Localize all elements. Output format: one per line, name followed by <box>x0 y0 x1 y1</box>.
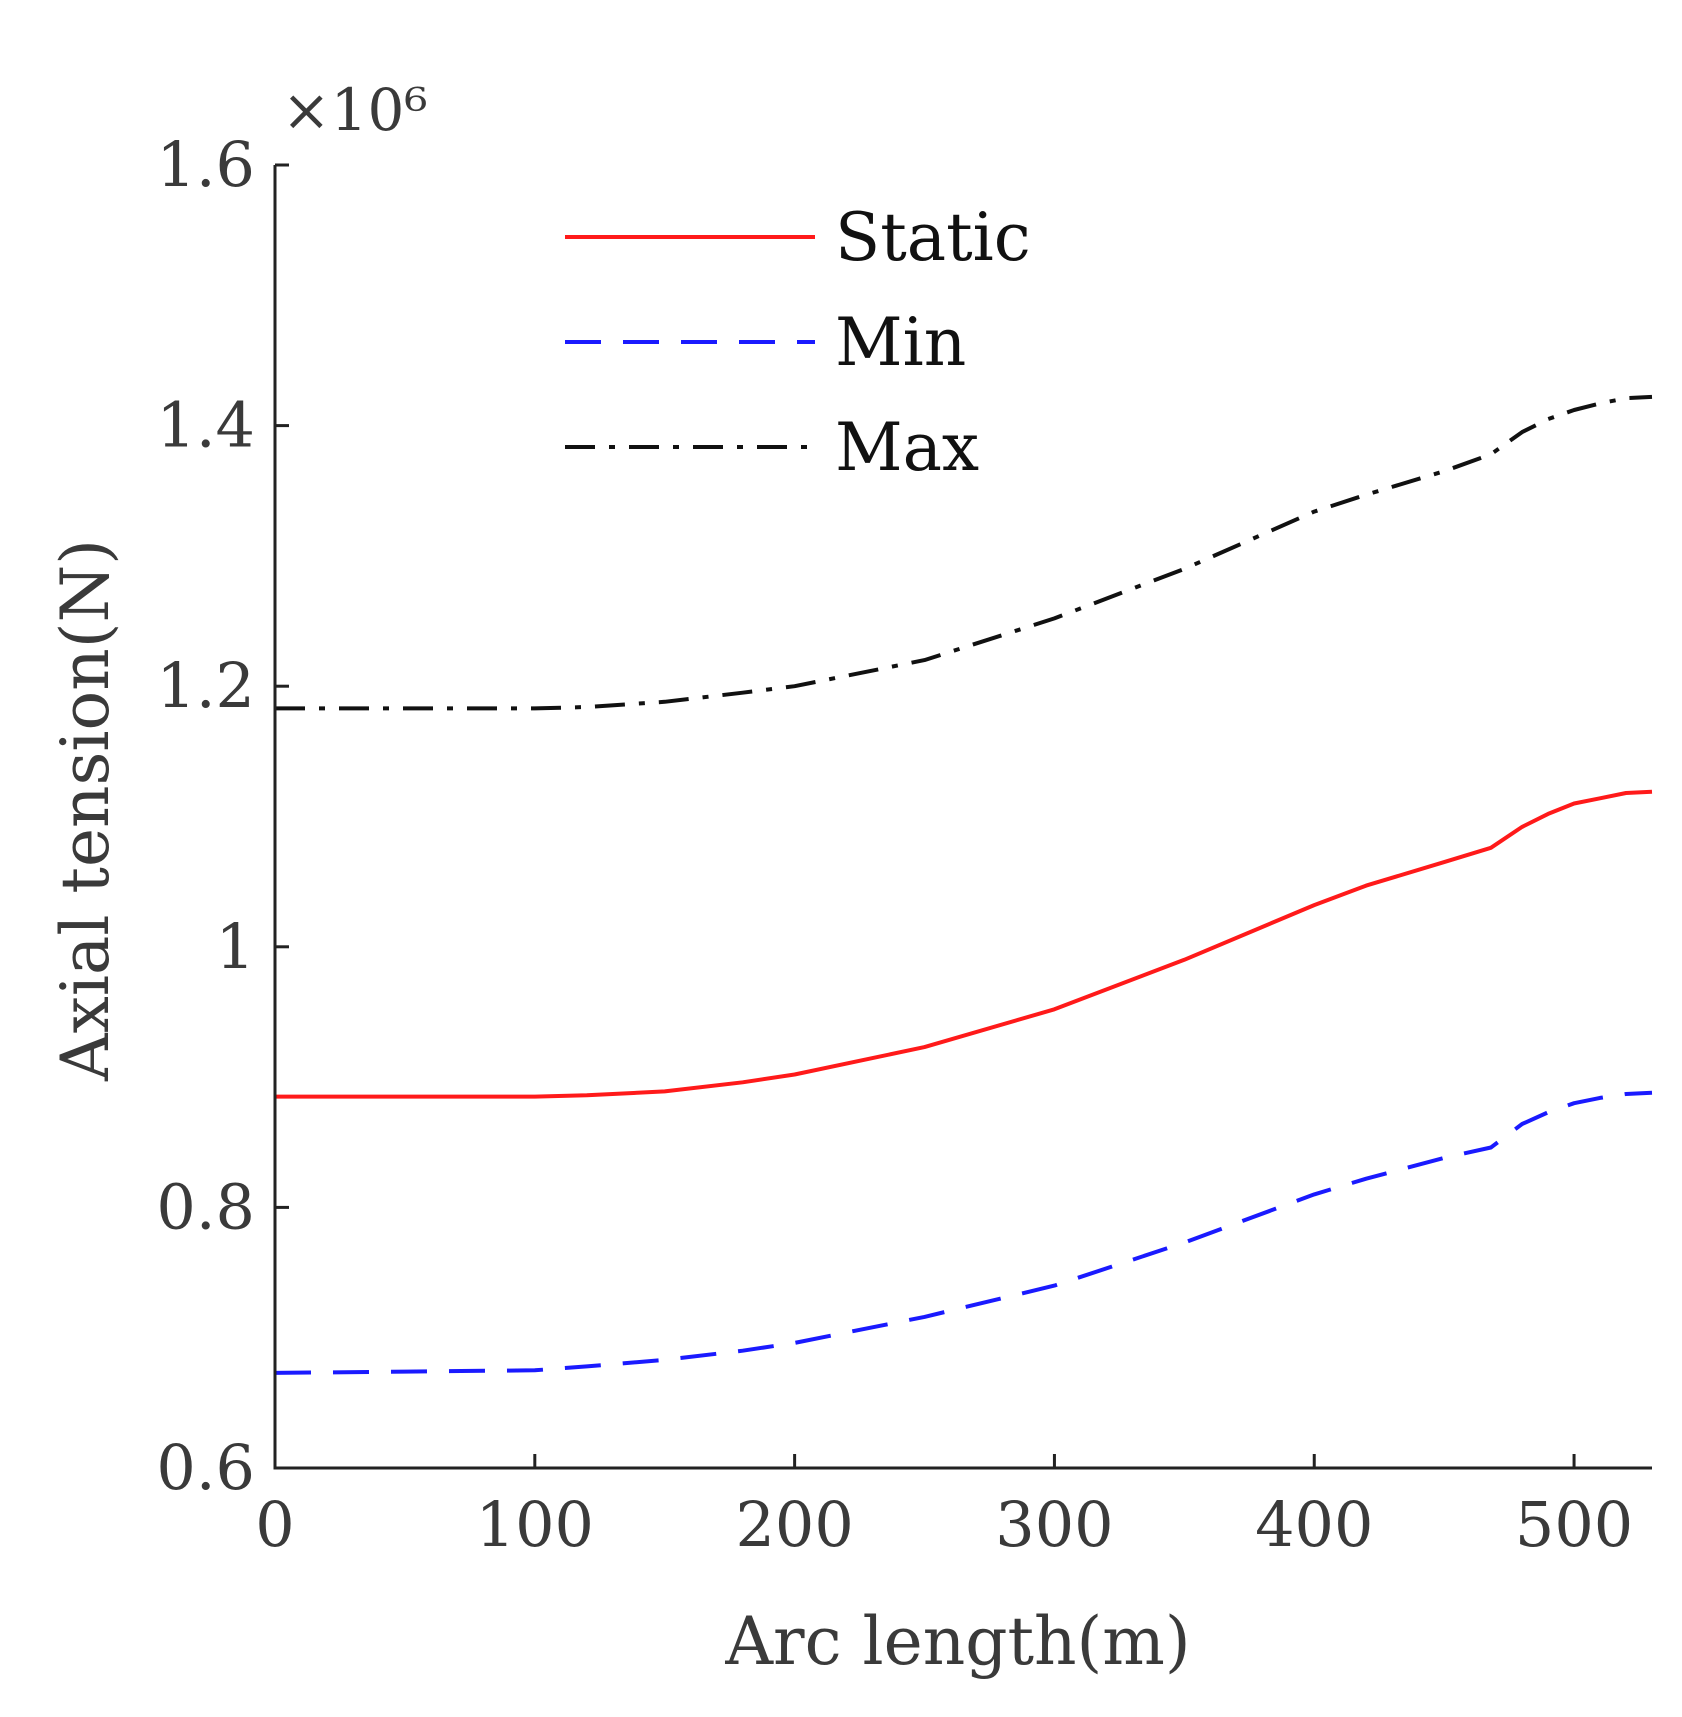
ticks: 0 100 200 300 400 500 0.6 0.8 1 1.2 1.4 1.6 <box>156 128 1633 1561</box>
series-layer <box>274 394 1653 1375</box>
series-line-min <box>274 1090 1653 1375</box>
x-tick-label: 300 <box>995 1488 1113 1561</box>
legend: Static Min Max <box>565 199 1031 486</box>
y-tick-label: 1.6 <box>156 128 255 201</box>
y-tick-label: 1 <box>216 910 255 983</box>
legend-label-min: Min <box>835 304 966 381</box>
y-exponent-label: ×10⁶ <box>282 76 428 144</box>
y-axis-label: Axial tension(N) <box>47 539 124 1082</box>
x-tick-label: 0 <box>255 1488 294 1561</box>
legend-label-max: Max <box>835 409 979 486</box>
series-line-static <box>275 789 1653 1099</box>
y-tick-label: 1.2 <box>156 649 255 722</box>
x-tick-label: 200 <box>735 1488 853 1561</box>
y-tick-label: 0.8 <box>156 1170 255 1243</box>
y-tick-label: 0.6 <box>156 1431 255 1504</box>
y-tick-label: 1.4 <box>156 389 255 462</box>
x-axis-label: Arc length(m) <box>724 1603 1190 1680</box>
x-tick-label: 500 <box>1515 1488 1633 1561</box>
legend-label-static: Static <box>835 199 1031 276</box>
series-line-max <box>275 394 1653 711</box>
x-tick-label: 100 <box>476 1488 594 1561</box>
x-tick-label: 400 <box>1255 1488 1373 1561</box>
